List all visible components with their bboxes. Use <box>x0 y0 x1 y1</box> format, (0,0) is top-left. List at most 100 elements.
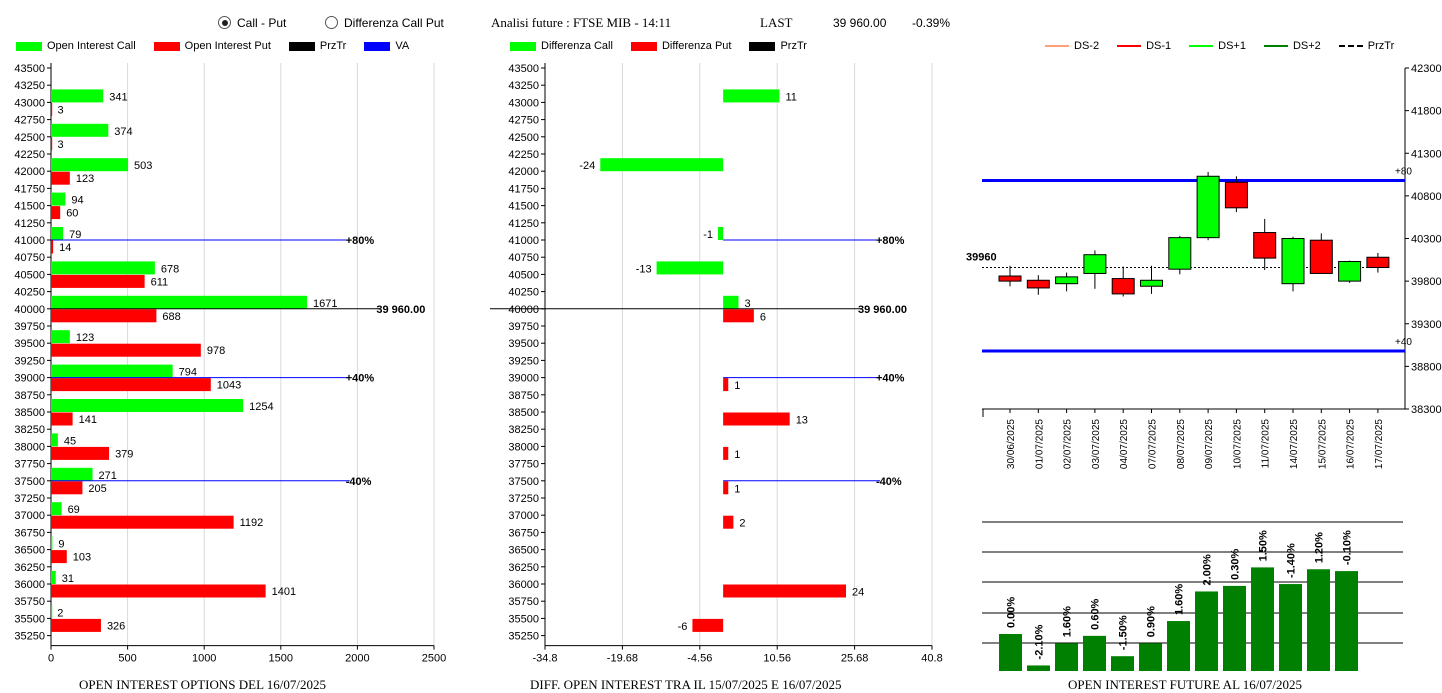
candle-body <box>1140 279 1163 287</box>
legend-item-przTr: PrzTr <box>288 40 347 52</box>
x-tick-label: -34.8 <box>532 653 557 665</box>
call-bar <box>51 295 307 309</box>
candle-body <box>1196 175 1220 239</box>
legend-label: Open Interest Put <box>184 40 271 52</box>
legend-item-ds+2: DS+2 <box>1263 40 1321 52</box>
caption-diff-oi: DIFF. OPEN INTEREST TRA IL 15/07/2025 E … <box>530 677 842 692</box>
legend-label: PrzTr <box>780 40 807 52</box>
put-value-label: 141 <box>79 414 97 426</box>
legend-label: Differenza Put <box>661 40 732 52</box>
candle-body <box>1309 239 1333 274</box>
y-tick-label: 36000 <box>508 579 539 591</box>
put-value-label: 379 <box>115 448 133 460</box>
call-value-label: 503 <box>134 160 152 172</box>
x-tick-label: 2500 <box>422 653 446 665</box>
y-tick-label: 38250 <box>14 424 45 436</box>
y-tick-label: 40250 <box>508 287 539 299</box>
date-label: 09/07/2025 <box>1204 419 1215 469</box>
call-diff-label: -13 <box>636 263 652 275</box>
put-value-label: 611 <box>151 276 169 288</box>
legend-label: PrzTr <box>319 40 347 52</box>
y-tick-label: 39500 <box>508 338 539 350</box>
put-value-label: 123 <box>76 173 94 185</box>
call-diff-bar <box>723 89 780 103</box>
put-value-label: 978 <box>207 345 225 357</box>
y-tick-label: 39750 <box>508 321 539 333</box>
legend-item-przTr: PrzTr <box>749 40 807 52</box>
future-bar-label: 1.60% <box>1062 606 1074 637</box>
last-value: 39 960.00 <box>833 16 887 30</box>
legend-swatch-red <box>153 41 180 51</box>
y-tick-label: 41500 <box>14 201 45 213</box>
call-value-label: 1254 <box>249 401 273 413</box>
candle-body <box>1083 254 1107 274</box>
date-label: 15/07/2025 <box>1317 419 1328 469</box>
call-value-label: 69 <box>68 504 80 516</box>
future-bar <box>1279 584 1302 671</box>
put-diff-bar <box>723 412 790 426</box>
ref-line-label: +80% <box>346 235 375 247</box>
y-tick-label: 42750 <box>508 115 539 127</box>
candle-body <box>1055 276 1079 285</box>
y-tick-label: 38500 <box>14 407 45 419</box>
y-tick-label: 36250 <box>508 562 539 574</box>
put-value-label: 3 <box>57 139 63 151</box>
level-label: +40 <box>1395 337 1412 348</box>
future-bar <box>1139 643 1162 671</box>
put-bar <box>51 584 266 598</box>
radio-indicator[interactable] <box>325 16 338 29</box>
call-diff-label: -24 <box>579 160 595 172</box>
call-value-label: 341 <box>109 91 127 103</box>
put-diff-label: 1 <box>734 449 740 461</box>
y-tick-label: 38000 <box>508 441 539 453</box>
call-value-label: 374 <box>114 126 132 138</box>
x-tick-label: -4.56 <box>687 653 712 665</box>
y-tick-label: 42250 <box>508 149 539 161</box>
put-bar <box>51 343 201 357</box>
legend-line-salmon <box>1045 45 1069 47</box>
date-label: 07/07/2025 <box>1148 419 1159 469</box>
last-label: LAST <box>760 15 793 30</box>
y-tick-label: 41000 <box>14 235 45 247</box>
radio-indicator-selected[interactable] <box>218 16 231 29</box>
put-bar <box>51 206 61 220</box>
ref-line-label: +80% <box>876 235 905 247</box>
y-tick-label: 39300 <box>1411 319 1442 331</box>
radio-differenza-label: Differenza Call Put <box>344 16 444 30</box>
y-tick-label: 37750 <box>508 459 539 471</box>
radio-call-put-label: Call - Put <box>237 16 287 30</box>
y-tick-label: 37250 <box>14 493 45 505</box>
put-value-label: 205 <box>88 483 106 495</box>
y-tick-label: 42300 <box>1411 63 1442 75</box>
y-tick-label: 35750 <box>508 596 539 608</box>
y-tick-label: 39000 <box>508 373 539 385</box>
y-tick-label: 38500 <box>508 407 539 419</box>
y-tick-label: 36750 <box>14 527 45 539</box>
radio-differenza-call-put[interactable]: Differenza Call Put <box>325 16 444 30</box>
radio-call-put[interactable]: Call - Put <box>218 16 286 30</box>
future-bar-label: 1.50% <box>1258 530 1270 561</box>
call-diff-label: 11 <box>785 91 796 103</box>
future-bar-label: 0.90% <box>1146 606 1158 637</box>
y-tick-label: 38750 <box>14 390 45 402</box>
y-tick-label: 37000 <box>14 510 45 522</box>
y-tick-label: 36500 <box>508 545 539 557</box>
future-bar-label: -1.40% <box>1286 543 1298 578</box>
put-value-label: 1401 <box>272 586 296 598</box>
put-diff-bar <box>723 481 729 495</box>
y-tick-label: 43500 <box>14 63 45 75</box>
y-tick-label: 42000 <box>14 166 45 178</box>
call-bar <box>51 502 62 516</box>
candle-body <box>998 275 1022 282</box>
future-bar <box>1251 567 1274 671</box>
call-value-label: 9 <box>58 539 64 551</box>
legend-label: Differenza Call <box>541 40 613 52</box>
x-tick-label: 1000 <box>192 653 216 665</box>
put-diff-bar <box>723 309 754 323</box>
y-tick-label: 38750 <box>508 390 539 402</box>
y-tick-label: 42750 <box>14 115 45 127</box>
y-tick-label: 41300 <box>1411 148 1442 160</box>
future-bar-label: 0.00% <box>1006 597 1018 628</box>
y-tick-label: 39000 <box>14 373 45 385</box>
y-tick-label: 41750 <box>508 183 539 195</box>
